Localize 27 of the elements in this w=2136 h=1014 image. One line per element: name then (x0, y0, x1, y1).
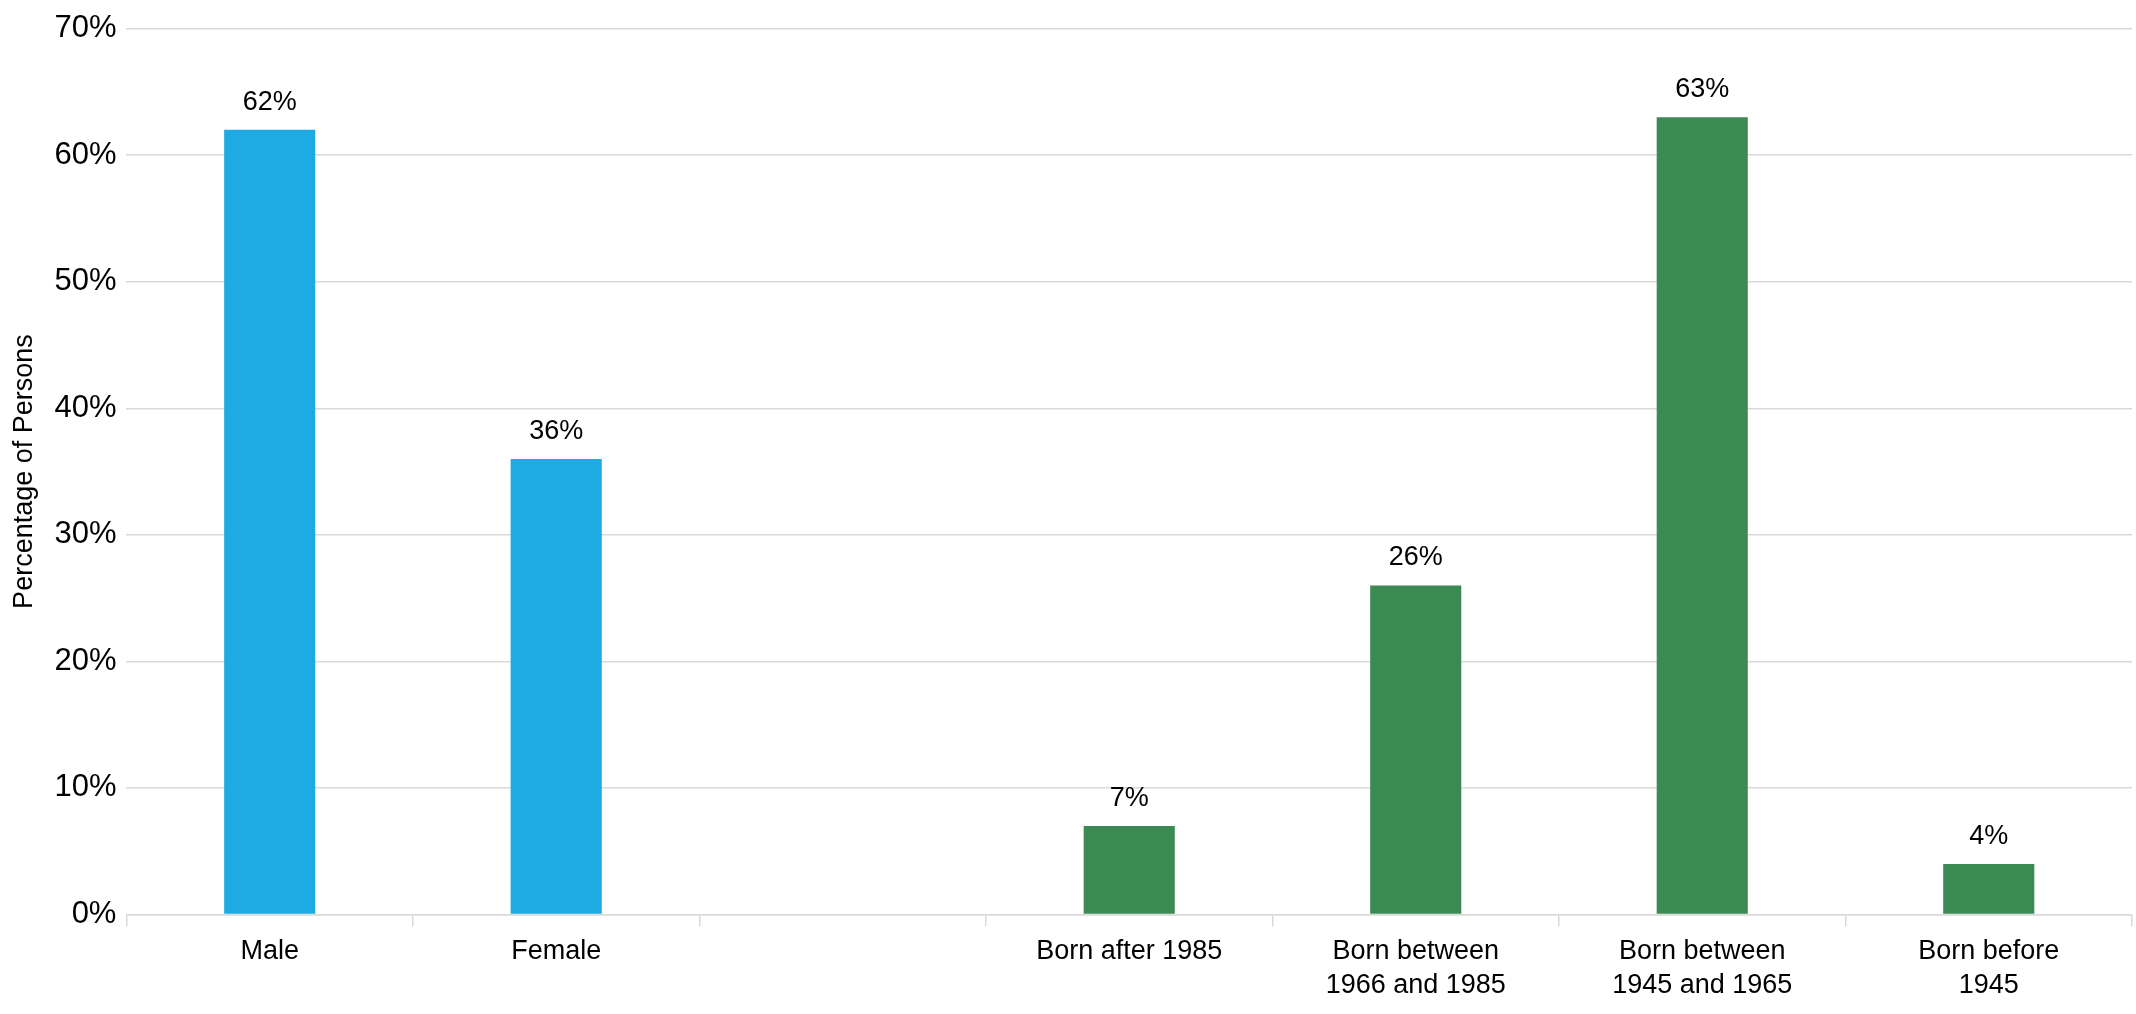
y-axis-title: Percentage of Persons (7, 334, 38, 609)
x-tick-label: Born before 1945 (1918, 934, 2060, 999)
y-tick-label: 0% (71, 895, 117, 931)
data-label: 63% (1675, 73, 1730, 104)
y-tick-label: 40% (54, 388, 117, 424)
bar (1656, 117, 1748, 914)
y-tick-label: 10% (54, 768, 117, 804)
x-tick-label: Male (240, 934, 299, 965)
x-tick-label: Born between 1966 and 1985 (1325, 934, 1506, 999)
data-label: 7% (1109, 781, 1149, 812)
y-tick-label: 70% (54, 9, 117, 45)
bar (224, 129, 316, 914)
data-label: 4% (1969, 819, 2009, 850)
y-tick-label: 60% (54, 135, 117, 171)
y-tick-label: 20% (54, 641, 117, 677)
y-tick-label: 50% (54, 262, 117, 298)
bar (510, 458, 602, 914)
x-tick-label: Female (511, 934, 602, 965)
x-tick-label: Born between 1945 and 1965 (1612, 934, 1793, 999)
data-label: 26% (1388, 541, 1443, 572)
bar (1370, 585, 1462, 914)
x-tick-label: Born after 1985 (1036, 934, 1223, 965)
bar (1943, 863, 2035, 914)
data-label: 36% (529, 414, 584, 445)
bar (1083, 825, 1175, 914)
data-label: 62% (242, 85, 297, 116)
y-tick-label: 30% (54, 515, 117, 551)
